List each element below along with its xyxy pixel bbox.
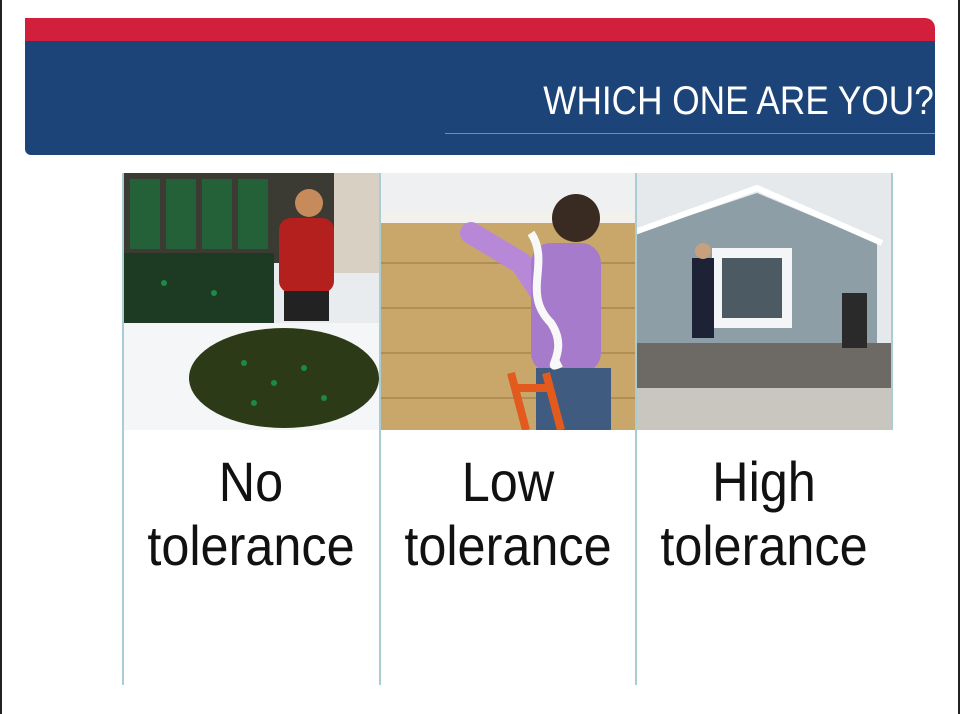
divider xyxy=(122,173,124,685)
divider xyxy=(891,173,893,430)
red-band xyxy=(25,18,935,42)
title: WHICH ONE ARE YOU? xyxy=(543,78,934,124)
photo-no-tolerance xyxy=(124,173,380,430)
border xyxy=(0,0,2,714)
photo-low-tolerance xyxy=(381,173,637,430)
divider xyxy=(635,173,637,685)
divider xyxy=(379,173,381,685)
slide: WHICH ONE ARE YOU? xyxy=(0,0,960,714)
column-label: High tolerance xyxy=(649,450,879,578)
column-label: No tolerance xyxy=(136,450,366,578)
column-label: Low tolerance xyxy=(393,450,623,578)
photo-high-tolerance xyxy=(637,173,893,430)
